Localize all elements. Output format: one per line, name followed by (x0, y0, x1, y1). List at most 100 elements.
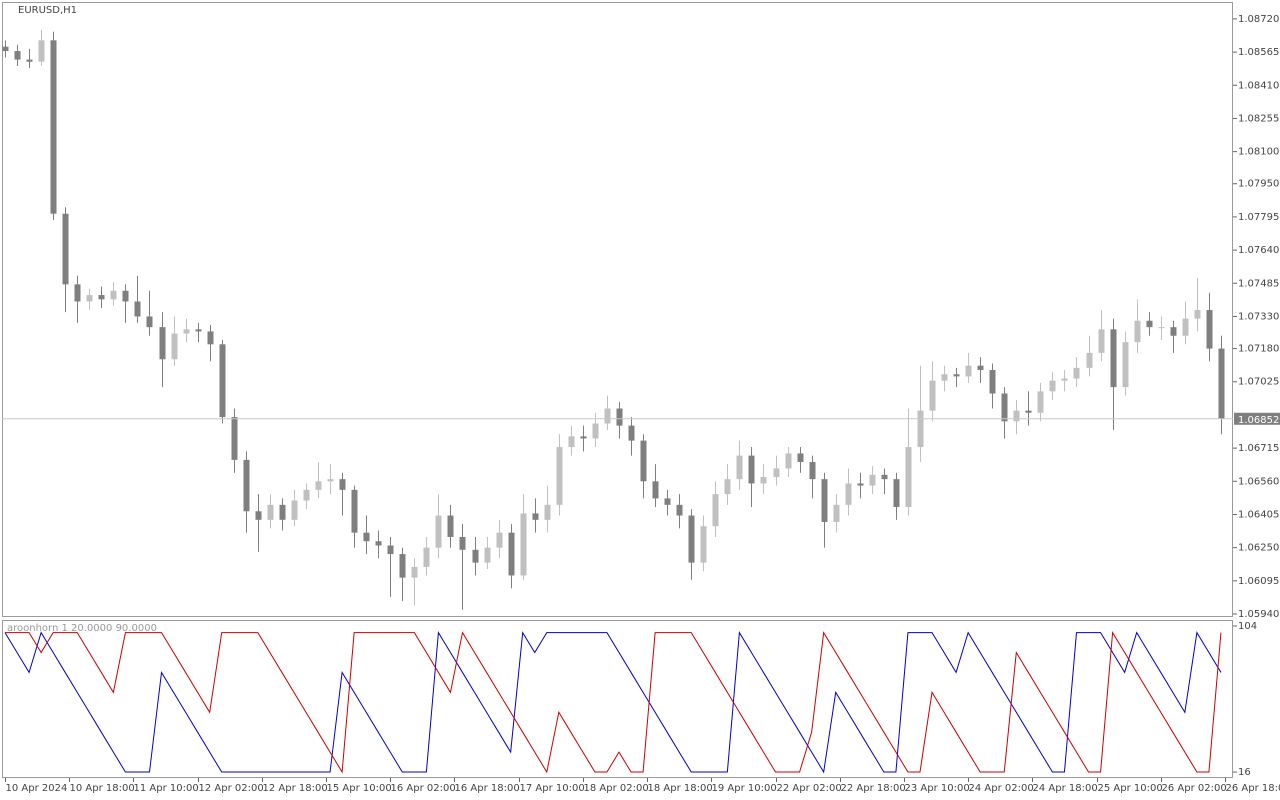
candle-body (953, 374, 960, 377)
candle-body (1194, 310, 1201, 319)
x-tick-label: 18 Apr 02:00 (584, 783, 649, 794)
x-tick-label: 16 Apr 02:00 (391, 783, 456, 794)
x-tick-label: 26 Apr 18:00 (1226, 783, 1280, 794)
candle-body (1110, 329, 1117, 388)
x-tick-label: 19 Apr 10:00 (712, 783, 777, 794)
candle-body (568, 436, 575, 448)
candle-body (1122, 342, 1129, 388)
candle-body (941, 374, 948, 381)
x-tick-label: 15 Apr 10:00 (327, 783, 392, 794)
candle-body (411, 566, 418, 578)
x-tick-label: 18 Apr 18:00 (648, 783, 713, 794)
candle-body (1158, 327, 1165, 329)
candle-body (62, 213, 69, 285)
candle-body (652, 481, 659, 499)
candle-body (917, 410, 924, 448)
candle-body (1001, 393, 1008, 422)
candle-body (387, 545, 394, 555)
candle-body (700, 526, 707, 563)
y-tick-label: 1.08100 (1238, 147, 1279, 158)
candle-body (821, 479, 828, 522)
candle-body (1146, 320, 1153, 328)
candle-body (580, 436, 587, 439)
y-tick-label: 1.07950 (1238, 179, 1279, 190)
aroon-line (4, 631, 1222, 774)
candle-body (1170, 327, 1177, 336)
y-tick-label: 1.08410 (1238, 80, 1279, 91)
candle-body (881, 474, 888, 480)
y-tick-label: 1.06715 (1238, 443, 1279, 454)
candle-body (688, 515, 695, 563)
x-tick-label: 17 Apr 10:00 (520, 783, 585, 794)
indicator-frame (2, 620, 1233, 778)
y-tick-label: 1.06405 (1238, 509, 1279, 520)
candle-body (1013, 410, 1020, 422)
candle-body (1073, 367, 1080, 379)
x-tick-label: 24 Apr 18:00 (1033, 783, 1098, 794)
candle-body (447, 515, 454, 537)
candle-body (50, 40, 57, 214)
candle-body (14, 51, 21, 60)
candle-body (303, 489, 310, 501)
candle-body (773, 468, 780, 478)
candle-body (748, 455, 755, 484)
y-tick-label: 1.07330 (1238, 311, 1279, 322)
x-tick-label: 24 Apr 02:00 (969, 783, 1034, 794)
y-tick-label: 104 (1238, 621, 1257, 632)
aroon-line (5, 631, 1222, 774)
candle-body (134, 301, 141, 317)
candle-body (857, 483, 864, 486)
candle-body (243, 459, 250, 512)
candle-body (977, 365, 984, 370)
candle-body (38, 40, 45, 62)
candle-body (219, 344, 226, 418)
candle-body (508, 532, 515, 576)
y-tick-label: 1.07025 (1238, 377, 1279, 388)
candle-body (785, 453, 792, 469)
candle-body (736, 455, 743, 480)
indicator-title: aroonhorn 1 20.0000 90.0000 (7, 623, 157, 634)
candle-body (1134, 320, 1141, 343)
y-tick-label: 1.07795 (1238, 212, 1279, 223)
candle-body (1218, 348, 1225, 419)
candle-body (893, 479, 900, 507)
candle-body (1206, 310, 1213, 349)
chart-title: EURUSD,H1 (18, 5, 77, 16)
candle-body (797, 453, 804, 463)
x-tick-label: 10 Apr 2024 (6, 783, 68, 794)
candle-body (171, 333, 178, 360)
candle-body (267, 504, 274, 520)
candle-body (845, 483, 852, 505)
x-tick-label: 22 Apr 18:00 (841, 783, 906, 794)
x-tick-label: 12 Apr 18:00 (263, 783, 328, 794)
y-tick-label: 1.06560 (1238, 476, 1279, 487)
candle-body (1086, 352, 1093, 368)
candle-body (183, 329, 190, 334)
candle-body (532, 513, 539, 520)
candle-body (760, 477, 767, 484)
x-tick-label: 12 Apr 02:00 (199, 783, 264, 794)
candle-body (327, 479, 334, 482)
candle-body (110, 290, 117, 300)
candle-body (375, 541, 382, 546)
candle-body (279, 504, 286, 520)
candle-body (712, 494, 719, 527)
candle-body (989, 369, 996, 394)
candle-body (315, 481, 322, 490)
candle-body (604, 408, 611, 424)
candle-body (628, 425, 635, 441)
x-tick-label: 10 Apr 18:00 (70, 783, 135, 794)
candle-body (2, 46, 9, 52)
candle-body (339, 479, 346, 490)
candle-body (809, 462, 816, 480)
y-tick-label: 16 (1238, 767, 1251, 778)
candle-body (1049, 380, 1056, 392)
candle-body (459, 536, 466, 550)
candle-body (159, 327, 166, 360)
candle-body (496, 532, 503, 548)
candle-body (399, 554, 406, 578)
candle-body (363, 532, 370, 542)
candle-body (1098, 329, 1105, 353)
